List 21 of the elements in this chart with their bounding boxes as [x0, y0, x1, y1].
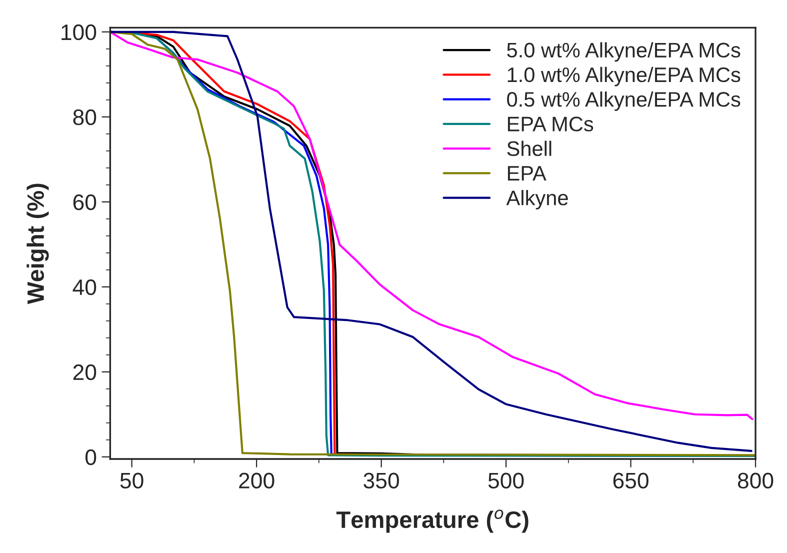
y-tick-label: 40 [72, 279, 96, 296]
y-axis-title: Weight (%) [26, 184, 49, 304]
x-tick-label: 50 [120, 472, 144, 489]
legend-label: Shell [507, 140, 552, 156]
x-tick-label: 200 [239, 472, 274, 489]
y-tick-label: 60 [73, 194, 96, 210]
y-tick-label: 0 [85, 449, 96, 466]
legend-label: 0.5 wt% Alkyne/EPA MCs [507, 91, 740, 111]
x-axis-title: Temperature ($^{o}$C) [336, 510, 528, 533]
legend-label: 1.0 wt% Alkyne/EPA MCs [508, 66, 740, 86]
y-tick-label: 80 [73, 109, 96, 126]
x-tick-label: 500 [488, 472, 524, 489]
legend-label: 5.0 wt% Alkyne/EPA MCs [507, 42, 740, 62]
legend-label: EPA [508, 166, 546, 180]
x-tick-label: 350 [364, 472, 399, 489]
legend-label: EPA MCs [508, 116, 594, 132]
y-tick-label: 100 [62, 24, 96, 40]
legend-label: Alkyne [506, 190, 568, 210]
x-tick-label: 800 [738, 472, 774, 489]
x-tick-label: 650 [613, 472, 648, 489]
y-tick-label: 20 [73, 364, 96, 380]
